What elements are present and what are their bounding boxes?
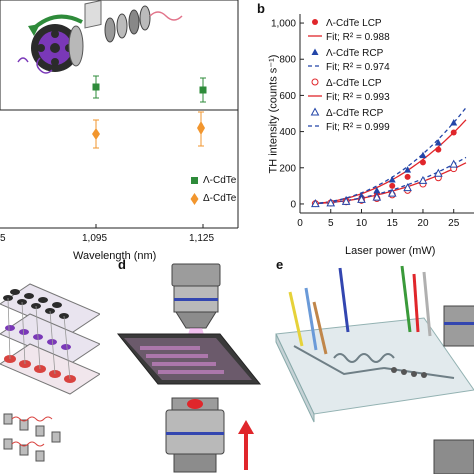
chart-b-point-s1: [373, 186, 381, 194]
chart-b-legend-marker: [312, 19, 318, 25]
chart-b-legend-fit-label: Fit; R² = 0.999: [326, 122, 390, 133]
chart-b-point-s3: [372, 192, 382, 201]
chart-b-point-s3: [326, 198, 336, 207]
chart-b-point-s3: [418, 175, 428, 184]
chart-b-point-s3: [433, 168, 443, 177]
chart-b-point-s0: [450, 129, 457, 136]
panel-e-illustration: [275, 265, 474, 474]
chart-b-ytick-label: 800: [279, 55, 296, 66]
chart-b-point-s1: [388, 176, 396, 183]
chart-b-legend-label: Λ-CdTe RCP: [326, 48, 384, 59]
chart-b-legend-label: Λ-CdTe LCP: [326, 18, 382, 29]
chart-b-point-s1: [419, 151, 427, 159]
chart-b-fit-line-3: [312, 156, 467, 205]
legend-square-marker: [191, 177, 198, 184]
panel-d-illustration: [116, 263, 262, 473]
panel-a-xtick-2: 1,125: [189, 233, 215, 244]
chart-b-point-s0: [404, 173, 411, 180]
chart-b-point-s1: [434, 138, 442, 146]
legend-diamond-marker: [190, 193, 199, 205]
chart-b-point-s3: [357, 194, 366, 203]
chart-b-ytick-label: 0: [290, 199, 296, 210]
chart-b-xlabel: Laser power (mW): [345, 245, 436, 257]
chart-b-xtick-label: 15: [387, 218, 399, 229]
panel-a-legend-delta: Δ-CdTe: [203, 193, 237, 204]
chart-b-fit-line-1: [312, 107, 467, 205]
chart-b-legend-label: Δ-CdTe LCP: [326, 78, 382, 89]
chart-b-xtick-label: 5: [328, 218, 334, 229]
chart-b-xtick-label: 10: [356, 218, 368, 229]
chart-b-legend-fit-label: Fit; R² = 0.993: [326, 92, 390, 103]
chiral-sample-illustration: [17, 0, 183, 74]
chart-b-ytick-label: 1,000: [271, 19, 296, 30]
panel-a-xtick-1: 1,095: [82, 233, 108, 244]
panel-a-legend-lambda: Λ-CdTe: [203, 175, 237, 186]
panel-letter-e: e: [276, 257, 284, 272]
panel-a: [0, 0, 239, 229]
chart-b-point-s3: [387, 188, 397, 197]
chart-b-point-s1: [404, 166, 412, 173]
chart-b-ytick-label: 400: [279, 127, 296, 138]
panel-a-xlabel: Wavelength (nm): [73, 250, 157, 262]
chart-b-point-s3: [311, 199, 320, 208]
chart-b-xtick-label: 0: [297, 218, 303, 229]
chart-b-legend-fit-label: Fit; R² = 0.988: [326, 32, 390, 43]
chart-b-legend-label: Δ-CdTe RCP: [326, 108, 384, 119]
panel-a-xtick-0: 5: [0, 233, 6, 244]
panel-a-series-lambda: [92, 75, 207, 103]
chart-b-point-s0: [389, 182, 396, 189]
chart-b-xtick-label: 25: [448, 218, 460, 229]
chart-b-legend-marker: [311, 78, 319, 86]
chart-b-legend-fit-label: Fit; R² = 0.974: [326, 62, 390, 73]
chart-b-point-s0: [435, 146, 442, 153]
chart-b-ytick-label: 600: [279, 91, 296, 102]
chart-b-point-s0: [419, 159, 426, 166]
chart-b-point-s3: [449, 159, 459, 168]
chart-b-legend-marker: [311, 48, 319, 55]
panel-a-series-delta: [92, 111, 205, 149]
chart-b-ylabel: TH intensity (counts s⁻¹): [267, 54, 280, 174]
panel-letter-d: d: [118, 257, 126, 272]
panel-letter-b: b: [257, 1, 265, 16]
panel-c-illustration: [0, 283, 100, 462]
chart-b-ytick-label: 200: [279, 163, 296, 174]
chart-b-legend-marker: [310, 107, 320, 116]
chart-b-xtick-label: 20: [417, 218, 429, 229]
chart-b: 0 200 400 600 800 1,000 0 5 10 15 20 25 Λ-CdTe LCP Fi…: [271, 14, 474, 229]
chart-b-point-s1: [450, 119, 458, 126]
chart-b-point-s3: [403, 183, 412, 192]
chart-b-point-s3: [341, 196, 351, 205]
